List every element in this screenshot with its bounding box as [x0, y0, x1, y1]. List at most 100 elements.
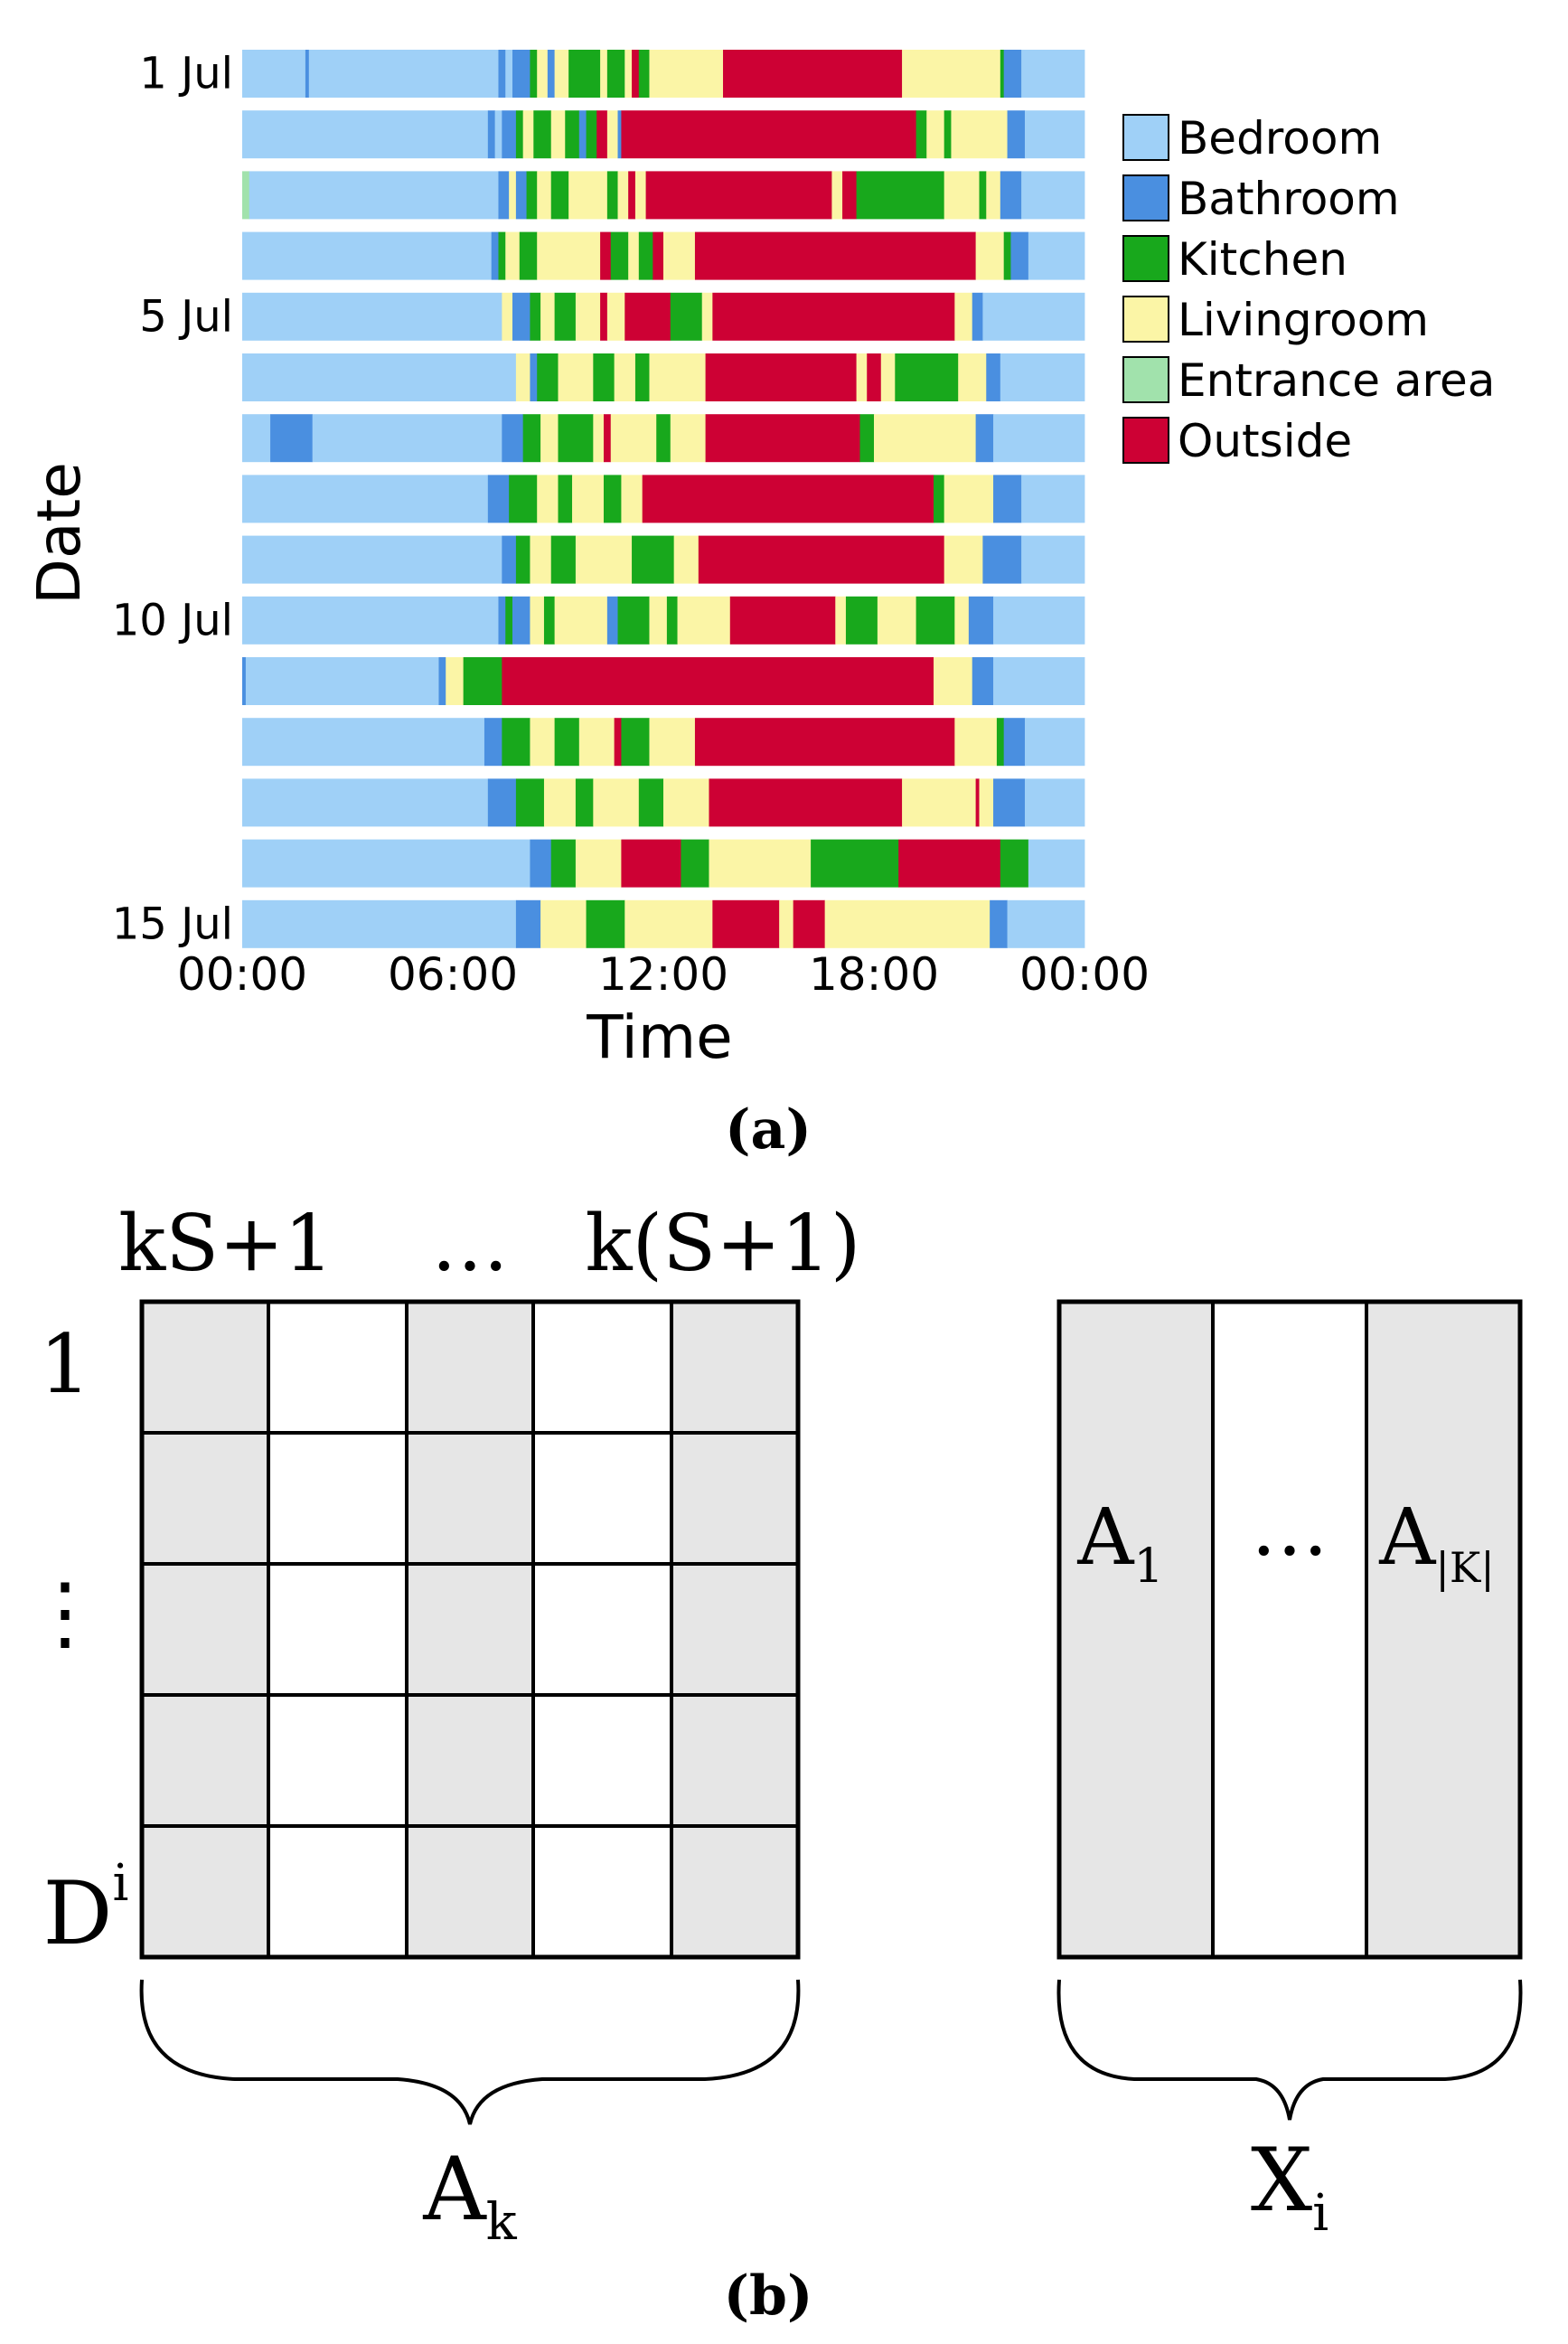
timeline-segment: [242, 50, 306, 98]
timeline-segment: [596, 110, 608, 159]
x-tick-labels: 00:00 06:00 12:00 18:00 00:00: [177, 948, 1150, 1001]
y-axis-label: Date: [24, 462, 94, 605]
matrix-diagram: kS+1 … k(S+1) 1 ⋮ Di Ak A1 … A|K| Xi (b): [24, 1199, 1523, 2328]
timeline-segment: [487, 778, 517, 827]
timeline-segment: [954, 292, 973, 341]
timeline-segment: [491, 231, 499, 280]
matrix-xi-border: [1056, 1299, 1523, 1960]
timeline-segment: [305, 50, 310, 98]
timeline-row: [242, 353, 1085, 401]
timeline-row: [242, 414, 1085, 463]
timeline-segment: [554, 718, 580, 767]
legend-label: Bathroom: [1178, 173, 1400, 225]
timeline-segment: [677, 596, 731, 645]
timeline-segment: [586, 899, 625, 948]
timeline-segment: [975, 414, 994, 463]
timeline-segment: [522, 414, 541, 463]
timeline-segment: [902, 778, 977, 827]
x-tick-label: 00:00: [177, 948, 307, 1001]
timeline-segment: [249, 171, 499, 220]
matrix-ak-grid: [139, 1299, 801, 1960]
timeline-segment: [242, 171, 250, 220]
activity-timeline-chart: 1 Jul 5 Jul 10 Jul 15 Jul 00:00 06:00 12:00 18…: [24, 49, 1495, 1163]
timeline-segment: [845, 596, 878, 645]
legend-label: Bedroom: [1178, 112, 1382, 165]
timeline-segment: [701, 292, 713, 341]
timeline-segment: [993, 475, 1022, 523]
timeline-segment: [505, 50, 513, 98]
timeline-segment: [621, 839, 681, 888]
timeline-segment: [245, 657, 439, 705]
y-tick-label: 15 Jul: [112, 899, 233, 949]
timeline-row: [242, 292, 1085, 341]
timeline-segment: [537, 475, 559, 523]
timeline-segment: [537, 353, 559, 401]
timeline-segment: [811, 839, 899, 888]
timeline-segment: [902, 50, 1001, 98]
timeline-segment: [993, 657, 1085, 705]
col-header-last: k(S+1): [586, 1199, 861, 1289]
timeline-segment: [530, 50, 538, 98]
timeline-segment: [628, 171, 636, 220]
timeline-segment: [831, 171, 843, 220]
timeline-segment: [547, 50, 556, 98]
timeline-segment: [498, 596, 506, 645]
timeline-segment: [558, 475, 573, 523]
timeline-segment: [1007, 899, 1085, 948]
timeline-segment: [898, 839, 1001, 888]
timeline-segment: [709, 839, 812, 888]
timeline-segment: [993, 414, 1085, 463]
timeline-segment: [540, 292, 556, 341]
timeline-segment: [242, 353, 517, 401]
legend-item: Entrance area: [1122, 354, 1495, 407]
timeline-segment: [698, 535, 945, 584]
matrix-xi-column-shaded: [1366, 1302, 1520, 1957]
col-header-ellipsis: …: [431, 1199, 509, 1289]
timeline-segment: [600, 50, 608, 98]
timeline-segment: [1003, 718, 1026, 767]
timeline-segment: [522, 110, 534, 159]
x-tick-label: 00:00: [1019, 948, 1150, 1001]
timeline-segment: [242, 110, 489, 159]
timeline-segment: [663, 231, 696, 280]
timeline-segment: [1021, 171, 1085, 220]
timeline-row: [242, 50, 1085, 98]
timeline-segment: [530, 292, 541, 341]
timeline-segment: [1010, 231, 1029, 280]
timeline-row: [242, 110, 1085, 159]
timeline-segment: [993, 778, 1026, 827]
timeline-segment: [621, 718, 650, 767]
timeline-segment: [312, 414, 502, 463]
timeline-segment: [979, 171, 987, 220]
timeline-segment: [242, 778, 489, 827]
timeline-segment: [617, 171, 629, 220]
legend-swatch: [1122, 174, 1169, 221]
y-tick-labels: 1 Jul 5 Jul 10 Jul 15 Jul: [112, 49, 233, 950]
timeline-segment: [954, 718, 998, 767]
legend-item: Outside: [1122, 415, 1352, 467]
timeline-row: [242, 171, 1085, 220]
timeline-segment: [856, 171, 945, 220]
timeline-segment: [242, 657, 247, 705]
timeline-segment: [874, 414, 977, 463]
timeline-segment: [558, 353, 594, 401]
timeline-segment: [824, 899, 991, 948]
timeline-segment: [593, 414, 605, 463]
timeline-segment: [1021, 475, 1085, 523]
timeline-segment: [624, 50, 633, 98]
timeline-segment: [242, 414, 271, 463]
col-header-first: kS+1: [118, 1199, 333, 1289]
timeline-segment: [550, 110, 566, 159]
x-axis-label: Time: [586, 1003, 733, 1072]
timeline-segment: [1021, 535, 1085, 584]
timeline-segment: [634, 353, 650, 401]
timeline-segment: [649, 50, 724, 98]
timeline-segment: [505, 596, 513, 645]
matrix-ak-border: [139, 1299, 801, 1960]
timeline-segment: [729, 596, 836, 645]
y-tick-label: 10 Jul: [112, 595, 233, 645]
legend-swatch: [1122, 356, 1169, 403]
timeline-segment: [993, 596, 1085, 645]
timeline-segment: [614, 353, 636, 401]
